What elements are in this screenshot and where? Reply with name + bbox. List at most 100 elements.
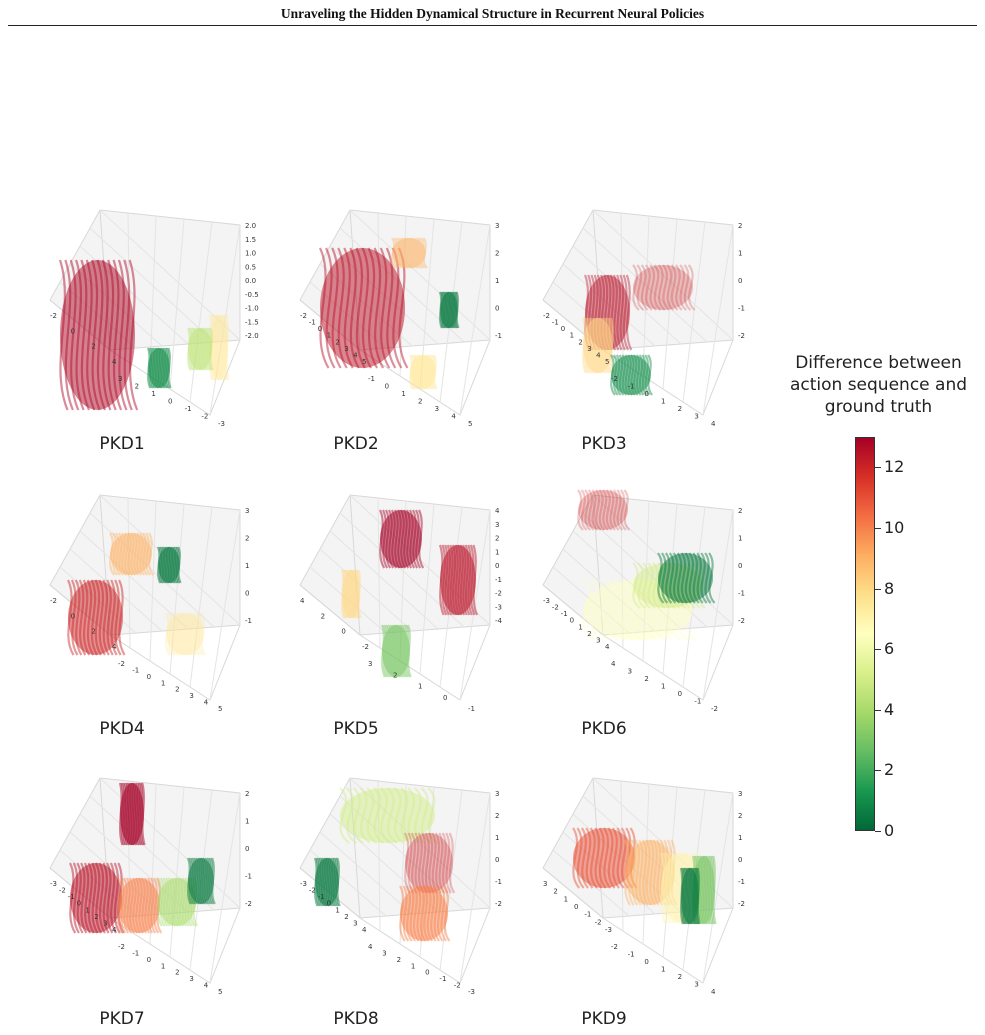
trajectory-line <box>416 354 422 390</box>
trajectory-line <box>425 354 431 390</box>
axis-tick-label: 1 <box>161 962 165 970</box>
trajectory-line <box>594 317 600 374</box>
trajectory-panel: -3 -2 -1 0 1 2 3 4 4 3 2 1 0 -1 -2 -3 3 2 1 0 -1 -2 <box>290 768 530 1008</box>
axis-tick-label: -1 <box>318 893 325 901</box>
axis-tick-label: 3 <box>628 668 632 676</box>
trajectory-line <box>395 237 402 269</box>
trajectory-line <box>219 314 224 381</box>
trajectory-line <box>616 489 624 531</box>
axis-tick-label: 3 <box>694 981 698 989</box>
trajectory-line <box>621 579 634 641</box>
trajectory-line <box>216 314 221 381</box>
axis-tick-label: -1 <box>495 332 502 340</box>
trajectory-line <box>670 839 678 906</box>
trajectory-line <box>441 832 449 894</box>
trajectory-line <box>211 314 216 381</box>
axis-tick-label: 0 <box>495 305 499 313</box>
trajectory-line <box>438 832 446 894</box>
trajectory-density <box>166 613 204 655</box>
trajectory-line <box>412 354 418 390</box>
axes-pane <box>299 584 491 701</box>
trajectory-cluster <box>403 832 456 894</box>
colorbar-tick-mark <box>875 709 881 711</box>
axis-tick-label: 2 <box>495 812 499 820</box>
axis-tick-label: 4 <box>368 943 373 951</box>
axis-tick-label: 0.0 <box>245 277 256 285</box>
trajectory-line <box>373 787 385 844</box>
trajectory-line <box>594 489 602 531</box>
trajectory-density <box>188 328 212 370</box>
panel-label: PKD3 <box>581 434 627 454</box>
trajectory-line <box>413 787 425 844</box>
trajectory-line <box>186 327 192 371</box>
trajectory-line <box>207 327 212 371</box>
trajectory-cluster <box>165 612 207 656</box>
axis-tick-label: 5 <box>362 358 366 366</box>
grid-line <box>642 783 650 945</box>
trajectory-line <box>124 532 131 576</box>
grid-line <box>209 224 241 416</box>
panel-label: PKD1 <box>99 434 145 454</box>
trajectory-line <box>347 569 352 619</box>
trajectory-cluster <box>378 509 425 569</box>
trajectory-line <box>115 532 122 576</box>
grid-line <box>620 497 624 649</box>
trajectory-line <box>634 839 642 906</box>
trajectory-cluster <box>116 877 163 934</box>
axis-tick-label: 2 <box>175 686 179 694</box>
panel-label: PKD4 <box>99 719 145 739</box>
trajectory-line <box>433 354 438 390</box>
trajectory-line <box>657 264 666 311</box>
axis-tick-label: 1 <box>495 548 499 556</box>
trajectory-line <box>427 354 433 390</box>
axis-tick-label: -1 <box>245 873 252 881</box>
trajectory-line <box>627 839 635 906</box>
trajectory-line <box>400 237 407 269</box>
trajectory-line <box>418 354 423 390</box>
axis-tick-label: 2 <box>587 630 591 638</box>
axis-tick-label: -2 <box>59 887 66 895</box>
trajectory-line <box>652 562 661 609</box>
panel-label: PKD2 <box>333 434 379 454</box>
colorbar-tick-mark <box>875 467 881 469</box>
trajectory-density <box>188 858 214 904</box>
axes-pane <box>542 299 734 416</box>
trajectory-line <box>353 569 358 619</box>
trajectory-density <box>320 248 405 368</box>
trajectory-line <box>636 264 645 311</box>
trajectory-line <box>407 787 419 844</box>
trajectory-line <box>429 354 435 390</box>
trajectory-line <box>346 569 351 619</box>
colorbar-tick-label: 8 <box>884 578 895 598</box>
axis-tick-label: 5 <box>605 358 609 366</box>
grid-line <box>419 503 435 675</box>
axis-tick-label: -3 <box>495 603 502 611</box>
axis-tick-label: 1 <box>161 679 165 687</box>
trajectory-line <box>118 532 125 576</box>
trajectory-line <box>591 489 599 531</box>
grid-line <box>682 221 706 403</box>
colorbar-tick-label: 2 <box>884 760 895 780</box>
axis-tick-label: 2 <box>678 973 682 981</box>
trajectory-density <box>158 547 180 583</box>
axis-tick-label: 2 <box>418 398 422 406</box>
trajectory-cluster <box>438 291 460 329</box>
axis-tick-label: 3 <box>189 692 193 700</box>
axis-tick-label: -3 <box>543 597 550 605</box>
trajectory-density <box>340 788 435 843</box>
axis-tick-label: 4 <box>711 988 716 996</box>
trajectory-density <box>611 355 651 395</box>
trajectory-density <box>315 858 339 906</box>
axis-tick-label: 0 <box>245 845 249 853</box>
trajectory-line <box>223 314 228 381</box>
axis-tick-label: 1 <box>245 562 249 570</box>
axis-tick-label: -2 <box>362 643 369 651</box>
trajectory-line <box>410 832 418 894</box>
trajectory-density <box>68 580 123 655</box>
trajectory-line <box>205 327 211 371</box>
pane-3d-plot: -2 0 2 4 -2 -1 0 1 2 3 4 5 3 2 1 0 -1 <box>49 494 252 713</box>
colorbar-tick-label: 4 <box>884 699 895 719</box>
trajectory-line <box>671 852 678 924</box>
trajectory-line <box>355 569 360 619</box>
pane-3d-plot: -2 0 2 4 3 2 1 0 -1 -2 -3 2.0 1.5 1.0 0.5 0.0 -0.5 -1.0 -1… <box>49 209 259 428</box>
